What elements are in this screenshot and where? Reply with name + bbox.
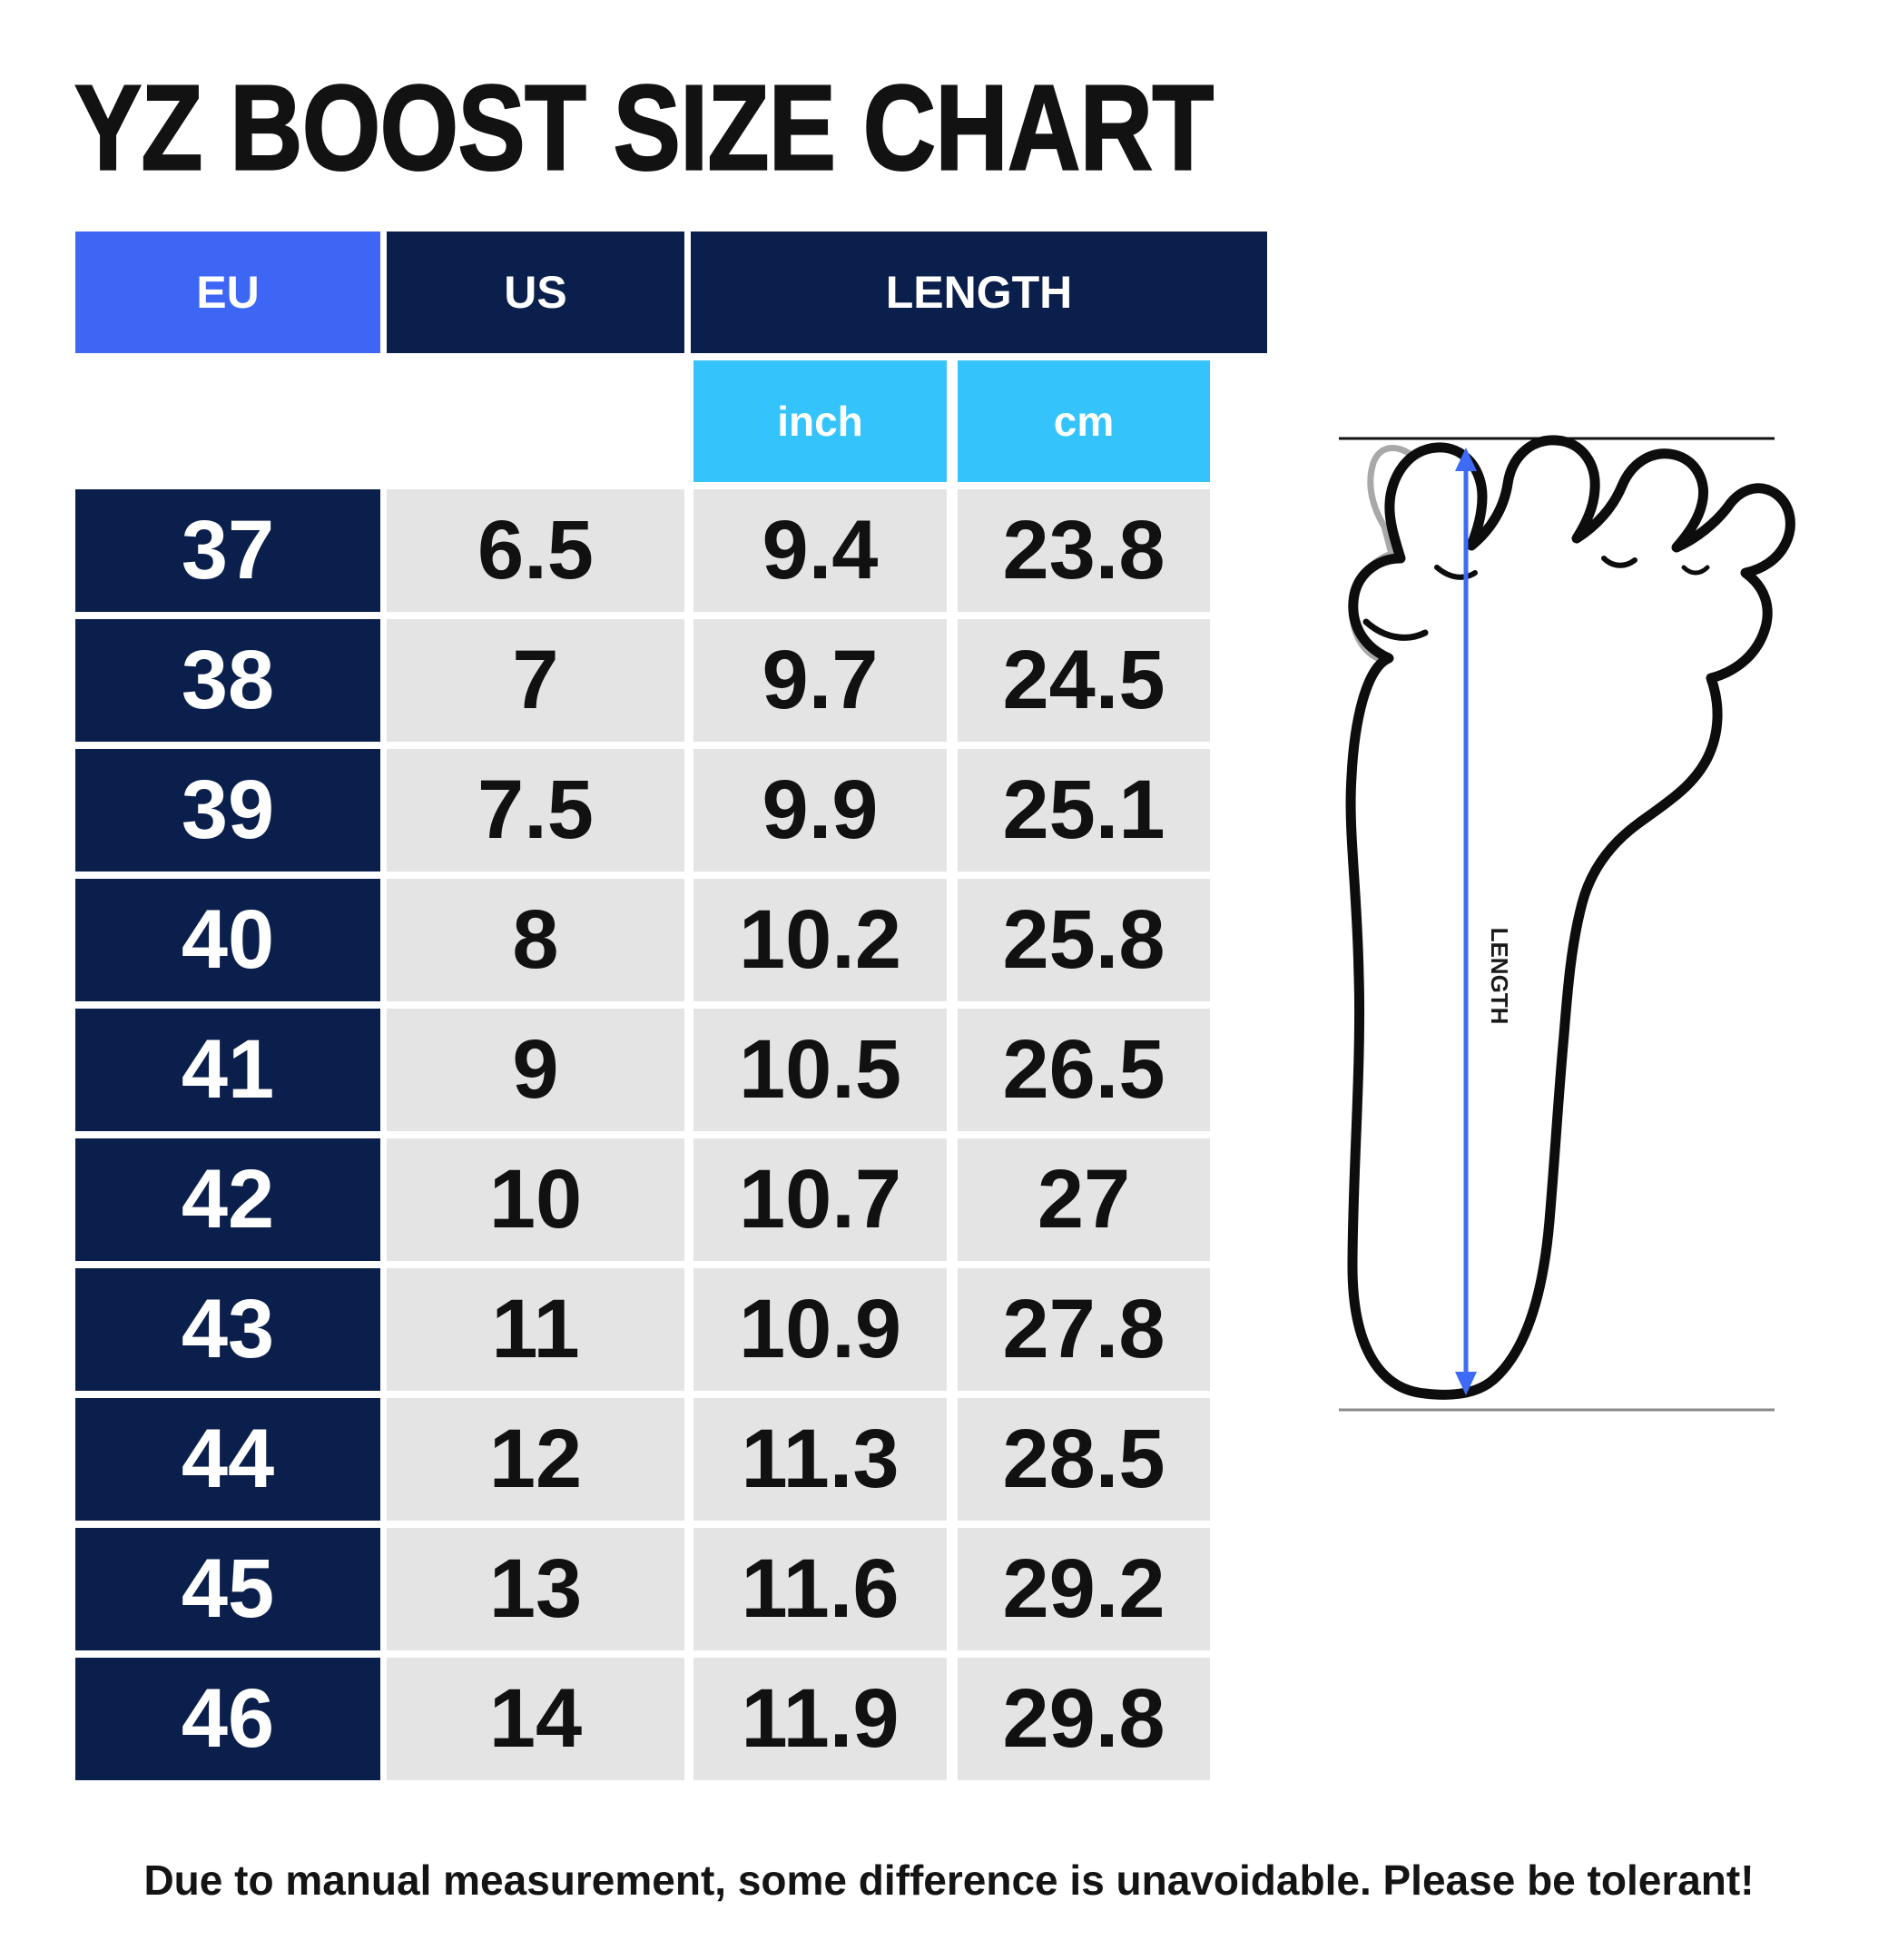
svg-text:LENGTH: LENGTH — [1486, 928, 1513, 1025]
